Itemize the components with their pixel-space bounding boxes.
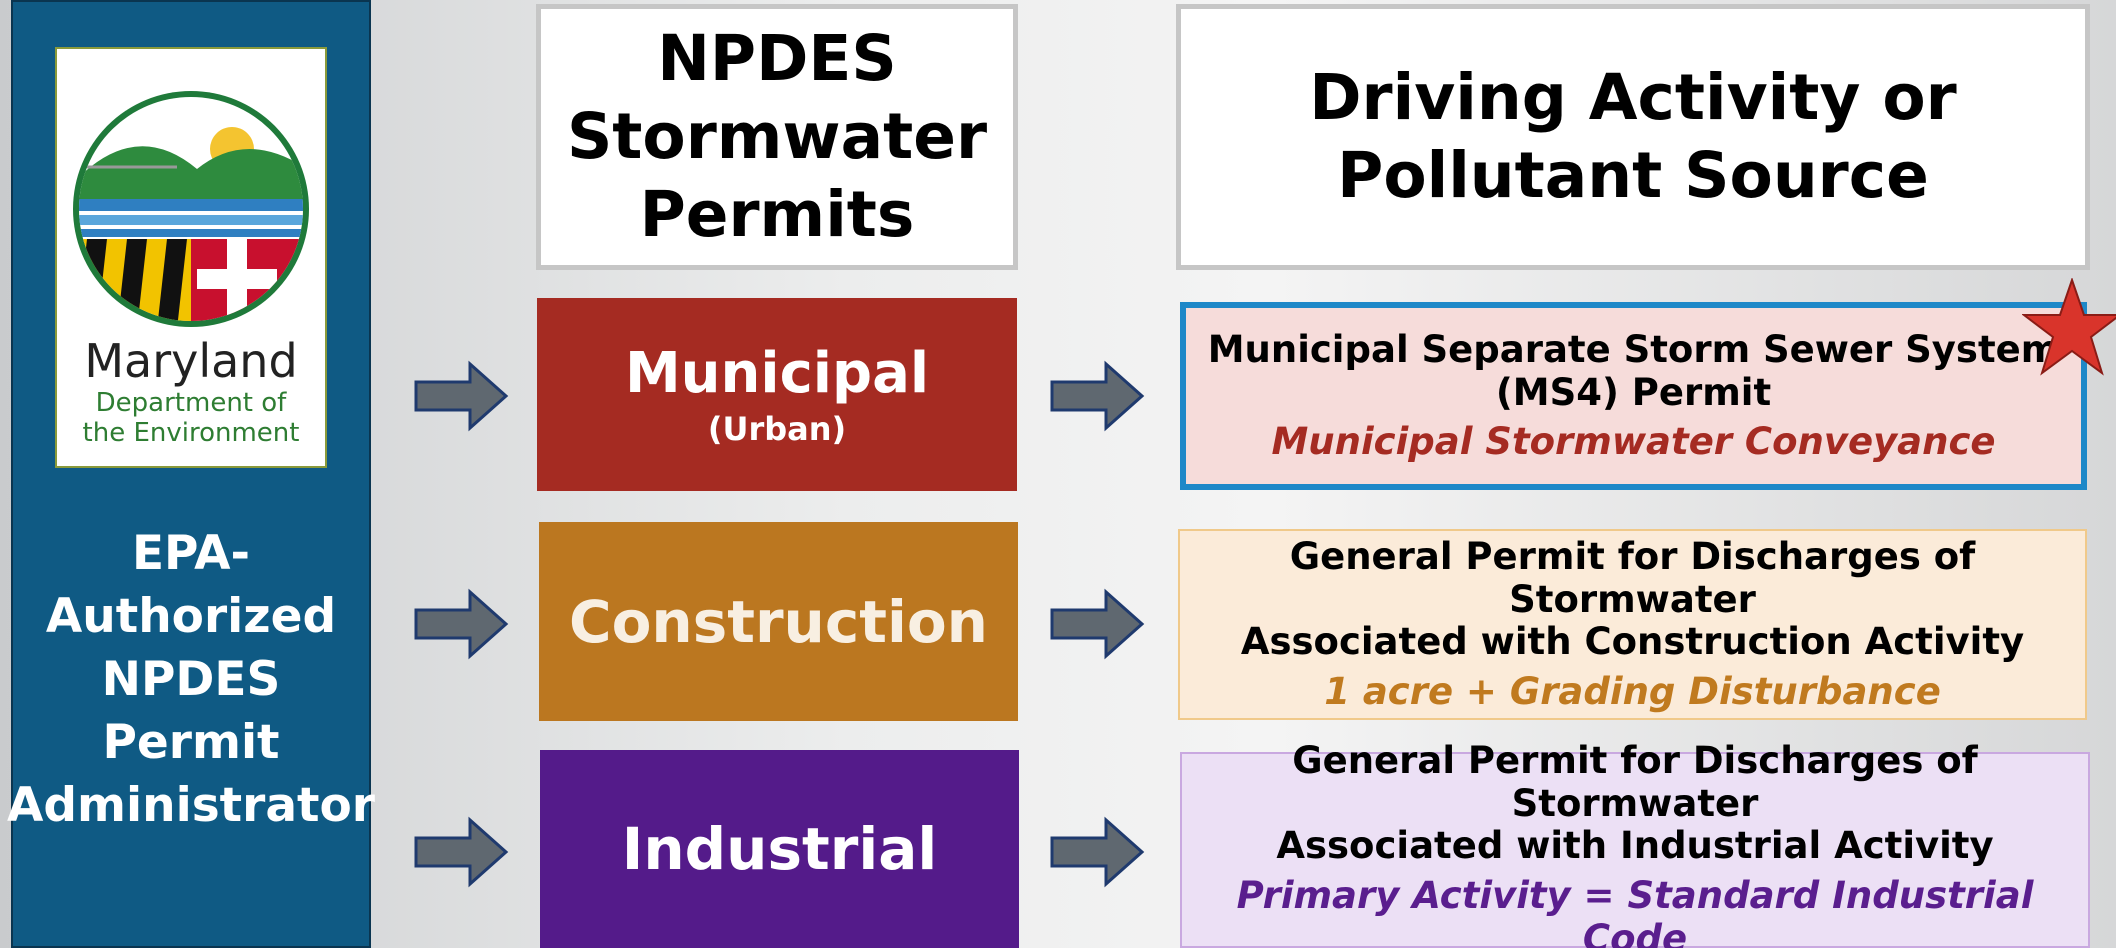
permit-box: Industrial [540,750,1019,948]
permit-name: Industrial [621,815,938,883]
permit-name: Construction [569,587,988,656]
logo-department: Department of [95,388,287,418]
source-criterion: Municipal Stormwater Conveyance [1271,420,1996,464]
arrow [414,360,509,432]
arrow [414,816,509,888]
logo-department: the Environment [82,418,300,448]
source-criterion: 1 acre + Grading Disturbance [1324,669,1941,713]
source-description: General Permit for Discharges of Stormwa… [1289,535,1976,621]
permit-name: Municipal [624,341,930,406]
sidebar-text: EPA- Authorized NPDES Permit Administrat… [7,522,375,837]
header-line: Pollutant Source [1337,139,1929,212]
source-description: Municipal Separate Storm Sewer System [1207,327,2060,371]
header-permits: NPDES Stormwater Permits [536,4,1018,270]
star [2022,278,2116,376]
source-description: Associated with Industrial Activity [1276,824,1994,868]
arrow [414,588,509,660]
arrow [1050,588,1145,660]
source-description: Associated with Construction Activity [1240,620,2025,664]
sidebar-line: Authorized [45,589,337,644]
logo-text: Maryland Department of the Environment [57,334,325,448]
header-line: NPDES [657,22,897,95]
source-criterion: Primary Activity = Standard Industrial C… [1236,873,2034,948]
logo-emblem [73,91,309,327]
permit-box: Construction [539,522,1018,721]
arrow [1050,816,1145,888]
header-line: Driving Activity or [1309,61,1957,134]
header-line: Permits [639,178,915,251]
arrow [1050,360,1145,432]
sidebar-line: EPA- [131,526,251,581]
source-description: General Permit for Discharges of Stormwa… [1292,739,1978,825]
logo: Maryland Department of the Environment [55,47,327,468]
logo-name: Maryland [84,334,298,388]
header-source: Driving Activity or Pollutant Source [1176,4,2090,270]
header-line: Stormwater [566,100,988,173]
sidebar-line: Permit [102,715,280,770]
source-box: Municipal Separate Storm Sewer System (M… [1180,302,2087,490]
permit-box: Municipal (Urban) [537,298,1017,491]
permit-qualifier: (Urban) [707,410,847,448]
source-box: General Permit for Discharges of Stormwa… [1178,529,2087,720]
sidebar-line: Administrator [7,778,375,833]
source-box: General Permit for Discharges of Stormwa… [1180,739,2090,948]
sidebar-line: NPDES [101,652,281,707]
source-description: (MS4) Permit [1495,370,1772,414]
